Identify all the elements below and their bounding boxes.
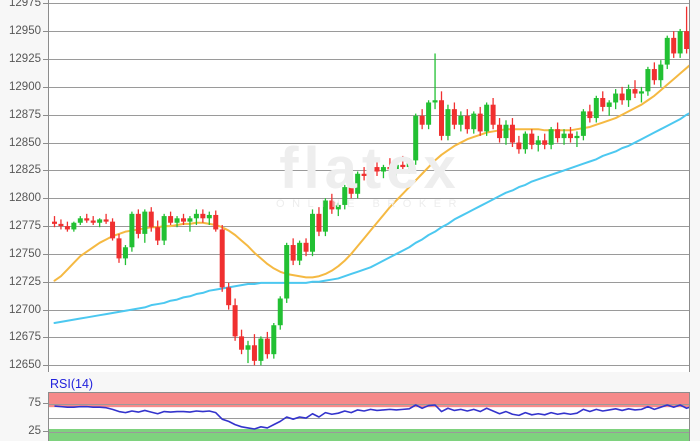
price-axis-tick-mark xyxy=(43,226,49,228)
price-axis-tick-mark xyxy=(43,142,49,144)
price-axis-tick-mark xyxy=(43,170,49,172)
price-axis-tick-label: 12650 xyxy=(9,359,41,372)
rsi-indicator-label[interactable]: RSI(14) xyxy=(50,377,94,391)
rsi-oversold-band xyxy=(49,429,689,441)
rsi-overbought-band xyxy=(49,393,689,408)
price-axis-tick-mark xyxy=(43,3,49,5)
price-axis-tick-label: 12925 xyxy=(9,53,41,66)
price-axis-tick-mark xyxy=(43,281,49,283)
price-plot-area[interactable]: flatex ONLINE BROKER xyxy=(48,0,690,372)
price-axis-tick-mark xyxy=(43,253,49,255)
price-axis: 12975 12950 12925 12900 12875 12850 12825 12800… xyxy=(9,0,49,372)
rsi-axis-tick-label: 25 xyxy=(28,424,41,437)
price-axis-tick-label: 12975 xyxy=(9,0,41,10)
price-axis-tick-mark xyxy=(43,337,49,339)
price-axis-tick-label: 12850 xyxy=(9,136,41,149)
price-axis-tick-label: 12800 xyxy=(9,192,41,205)
rsi-axis: 75 25 xyxy=(0,376,700,441)
price-pane: 12975 12950 12925 12900 12875 12850 12825 12800… xyxy=(9,0,690,372)
price-axis-tick-mark xyxy=(43,31,49,33)
candlestick-bars xyxy=(52,6,689,366)
rsi-axis-tick-mark xyxy=(43,403,49,405)
price-axis-tick-label: 12725 xyxy=(9,275,41,288)
candlestick-series-svg xyxy=(49,3,689,366)
ma-slow-line xyxy=(53,112,689,324)
price-axis-tick-mark xyxy=(43,114,49,116)
price-axis-tick-mark xyxy=(43,86,49,88)
rsi-axis-tick-mark xyxy=(43,430,49,432)
price-axis-tick-label: 12700 xyxy=(9,303,41,316)
price-axis-tick-mark xyxy=(43,309,49,311)
rsi-axis-tick-label: 75 xyxy=(28,397,41,410)
price-axis-tick-mark xyxy=(43,198,49,200)
price-axis-tick-label: 12900 xyxy=(9,80,41,93)
price-axis-tick-label: 12950 xyxy=(9,25,41,38)
ma-fast-line xyxy=(53,64,689,282)
price-axis-tick-label: 12750 xyxy=(9,247,41,260)
rsi-zone-bands xyxy=(49,393,689,441)
price-axis-tick-label: 12675 xyxy=(9,331,41,344)
rsi-line xyxy=(54,404,689,430)
rsi-series-svg xyxy=(49,393,689,441)
price-axis-tick-mark xyxy=(43,365,49,367)
price-axis-tick-label: 12875 xyxy=(9,108,41,121)
price-axis-tick-label: 12825 xyxy=(9,164,41,177)
rsi-gridlines xyxy=(49,404,689,433)
rsi-pane: 75 25 xyxy=(0,376,700,441)
price-axis-tick-label: 12775 xyxy=(9,220,41,233)
price-gridlines xyxy=(49,3,689,366)
price-axis-tick-mark xyxy=(43,59,49,61)
rsi-plot-area[interactable] xyxy=(48,392,690,441)
